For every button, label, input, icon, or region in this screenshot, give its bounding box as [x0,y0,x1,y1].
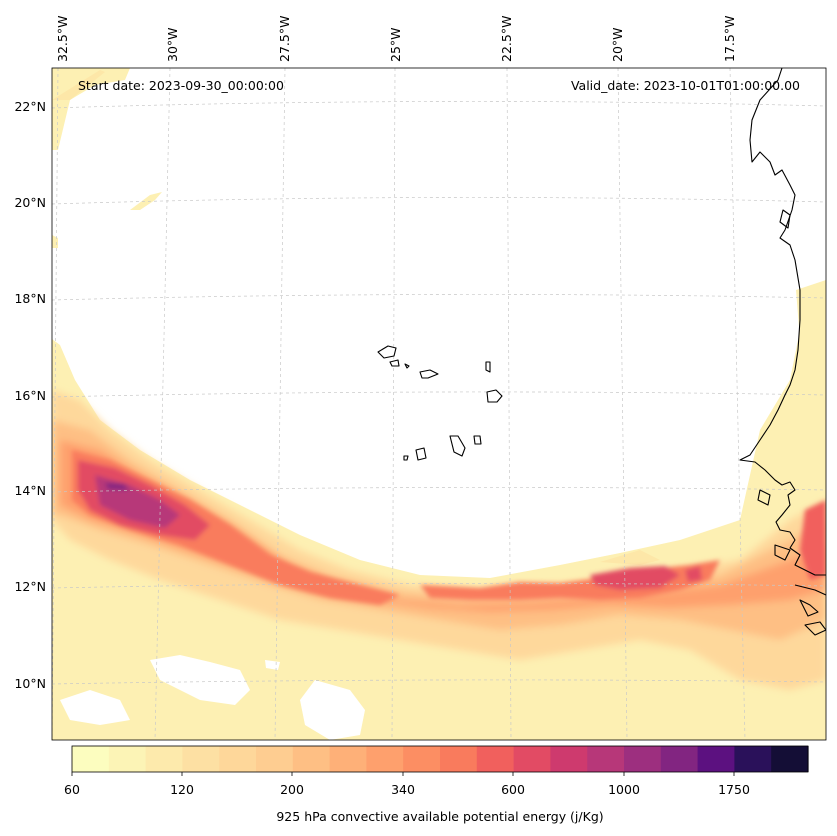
colorbar-ticks: 60 120 200 340 600 1000 1750 [64,772,750,797]
lon-label-25w: 25°W [388,27,403,62]
cape-field [52,68,826,740]
start-date-label: Start date: 2023-09-30_00:00:00 [78,78,284,93]
lon-label-17-5w: 17.5°W [722,16,737,62]
colorbar-tick-60: 60 [64,782,80,797]
colorbar-tick-120: 120 [170,782,194,797]
latitude-labels: 22°N 20°N 18°N 16°N 14°N 12°N 10°N [14,99,46,691]
colorbar-tick-340: 340 [391,782,415,797]
colorbar-swatch [771,746,809,772]
colorbar-swatch [329,746,367,772]
lat-label-20n: 20°N [14,195,46,210]
colorbar-swatch [476,746,515,772]
cape-band-high [72,450,826,605]
colorbar: 60 120 200 340 600 1000 1750 925 hPa con… [64,745,809,824]
longitude-labels: 32.5°W 30°W 27.5°W 25°W 22.5°W 20°W 17.5… [55,16,737,62]
gridlines [52,68,826,740]
colorbar-swatch [550,746,588,772]
colorbar-swatch [734,746,772,772]
colorbar-tick-600: 600 [501,782,525,797]
colorbar-label: 925 hPa convective available potential e… [276,809,603,824]
colorbar-tick-1750: 1750 [718,782,750,797]
lon-label-27-5w: 27.5°W [277,16,292,62]
lon-label-22-5w: 22.5°W [499,16,514,62]
colorbar-swatch [366,746,404,772]
colorbar-swatch [624,746,662,772]
colorbar-tick-200: 200 [280,782,304,797]
lon-label-20w: 20°W [610,27,625,62]
colorbar-tick-1000: 1000 [608,782,640,797]
colorbar-swatch [403,746,441,772]
colorbar-frame [71,745,809,773]
lon-label-30w: 30°W [165,27,180,62]
map-panel: Start date: 2023-09-30_00:00:00 Valid_da… [14,16,827,741]
lat-label-12n: 12°N [14,579,46,594]
lat-label-18n: 18°N [14,291,46,306]
colorbar-swatch [292,746,331,772]
colorbar-swatch [513,746,551,772]
colorbar-swatch [72,746,110,772]
colorbar-swatches [72,746,809,772]
colorbar-swatch [440,746,478,772]
colorbar-swatch [256,746,294,772]
colorbar-swatch [182,746,220,772]
colorbar-swatch [697,746,735,772]
colorbar-swatch [108,746,147,772]
valid-date-label: Valid_date: 2023-10-01T01:00:00.00 [571,78,800,93]
lat-label-10n: 10°N [14,676,46,691]
colorbar-swatch [219,746,257,772]
coastline [739,68,826,636]
lat-label-16n: 16°N [14,388,46,403]
lat-label-14n: 14°N [14,483,46,498]
cape-verde-islands [377,345,503,461]
map-frame [51,67,827,741]
colorbar-swatch [145,746,183,772]
colorbar-swatch [660,746,699,772]
cape-patches-north [52,68,826,565]
lon-label-32-5w: 32.5°W [55,16,70,62]
lat-label-22n: 22°N [14,99,46,114]
colorbar-swatch [587,746,625,772]
